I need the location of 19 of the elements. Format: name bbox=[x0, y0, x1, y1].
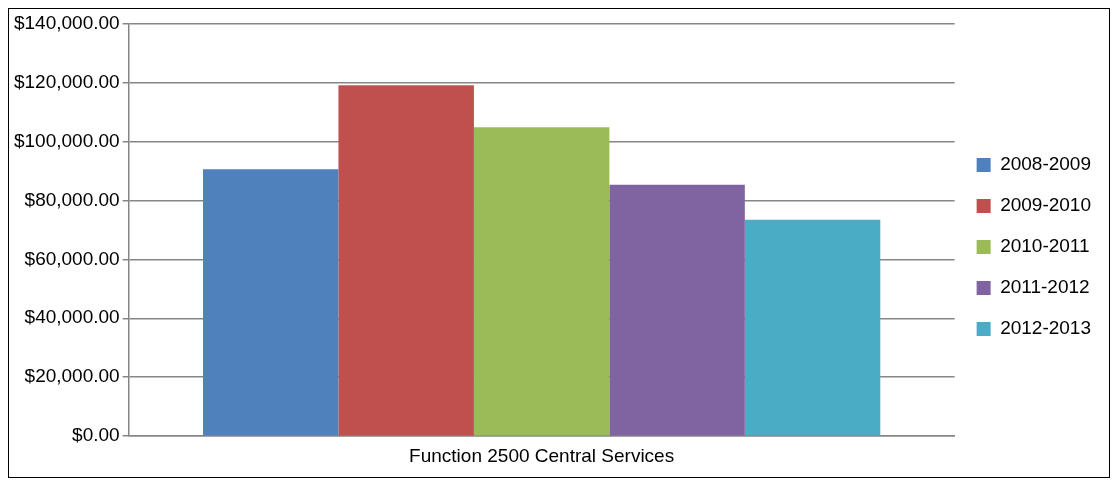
y-tick-label: $140,000.00 bbox=[13, 11, 120, 33]
bar bbox=[744, 219, 881, 436]
legend-label: 2008-2009 bbox=[1000, 153, 1092, 175]
y-tick-label: $0.00 bbox=[72, 424, 120, 446]
legend-label: 2011-2012 bbox=[1000, 276, 1090, 298]
y-tick-label: $20,000.00 bbox=[24, 365, 120, 387]
y-tick-label: $80,000.00 bbox=[24, 188, 120, 210]
bar bbox=[203, 169, 339, 436]
legend-label: 2009-2010 bbox=[1000, 194, 1092, 216]
bar bbox=[473, 127, 610, 436]
legend-label: 2012-2013 bbox=[1000, 317, 1092, 339]
legend-label: 2010-2011 bbox=[1000, 235, 1090, 257]
y-tick-label: $120,000.00 bbox=[13, 70, 120, 92]
x-tick-label: Function 2500 Central Services bbox=[409, 444, 675, 466]
y-tick-label: $100,000.00 bbox=[13, 129, 120, 151]
y-tick-label: $60,000.00 bbox=[24, 247, 120, 269]
bar bbox=[338, 85, 474, 436]
y-tick-label: $40,000.00 bbox=[24, 306, 120, 328]
bar bbox=[609, 184, 745, 436]
